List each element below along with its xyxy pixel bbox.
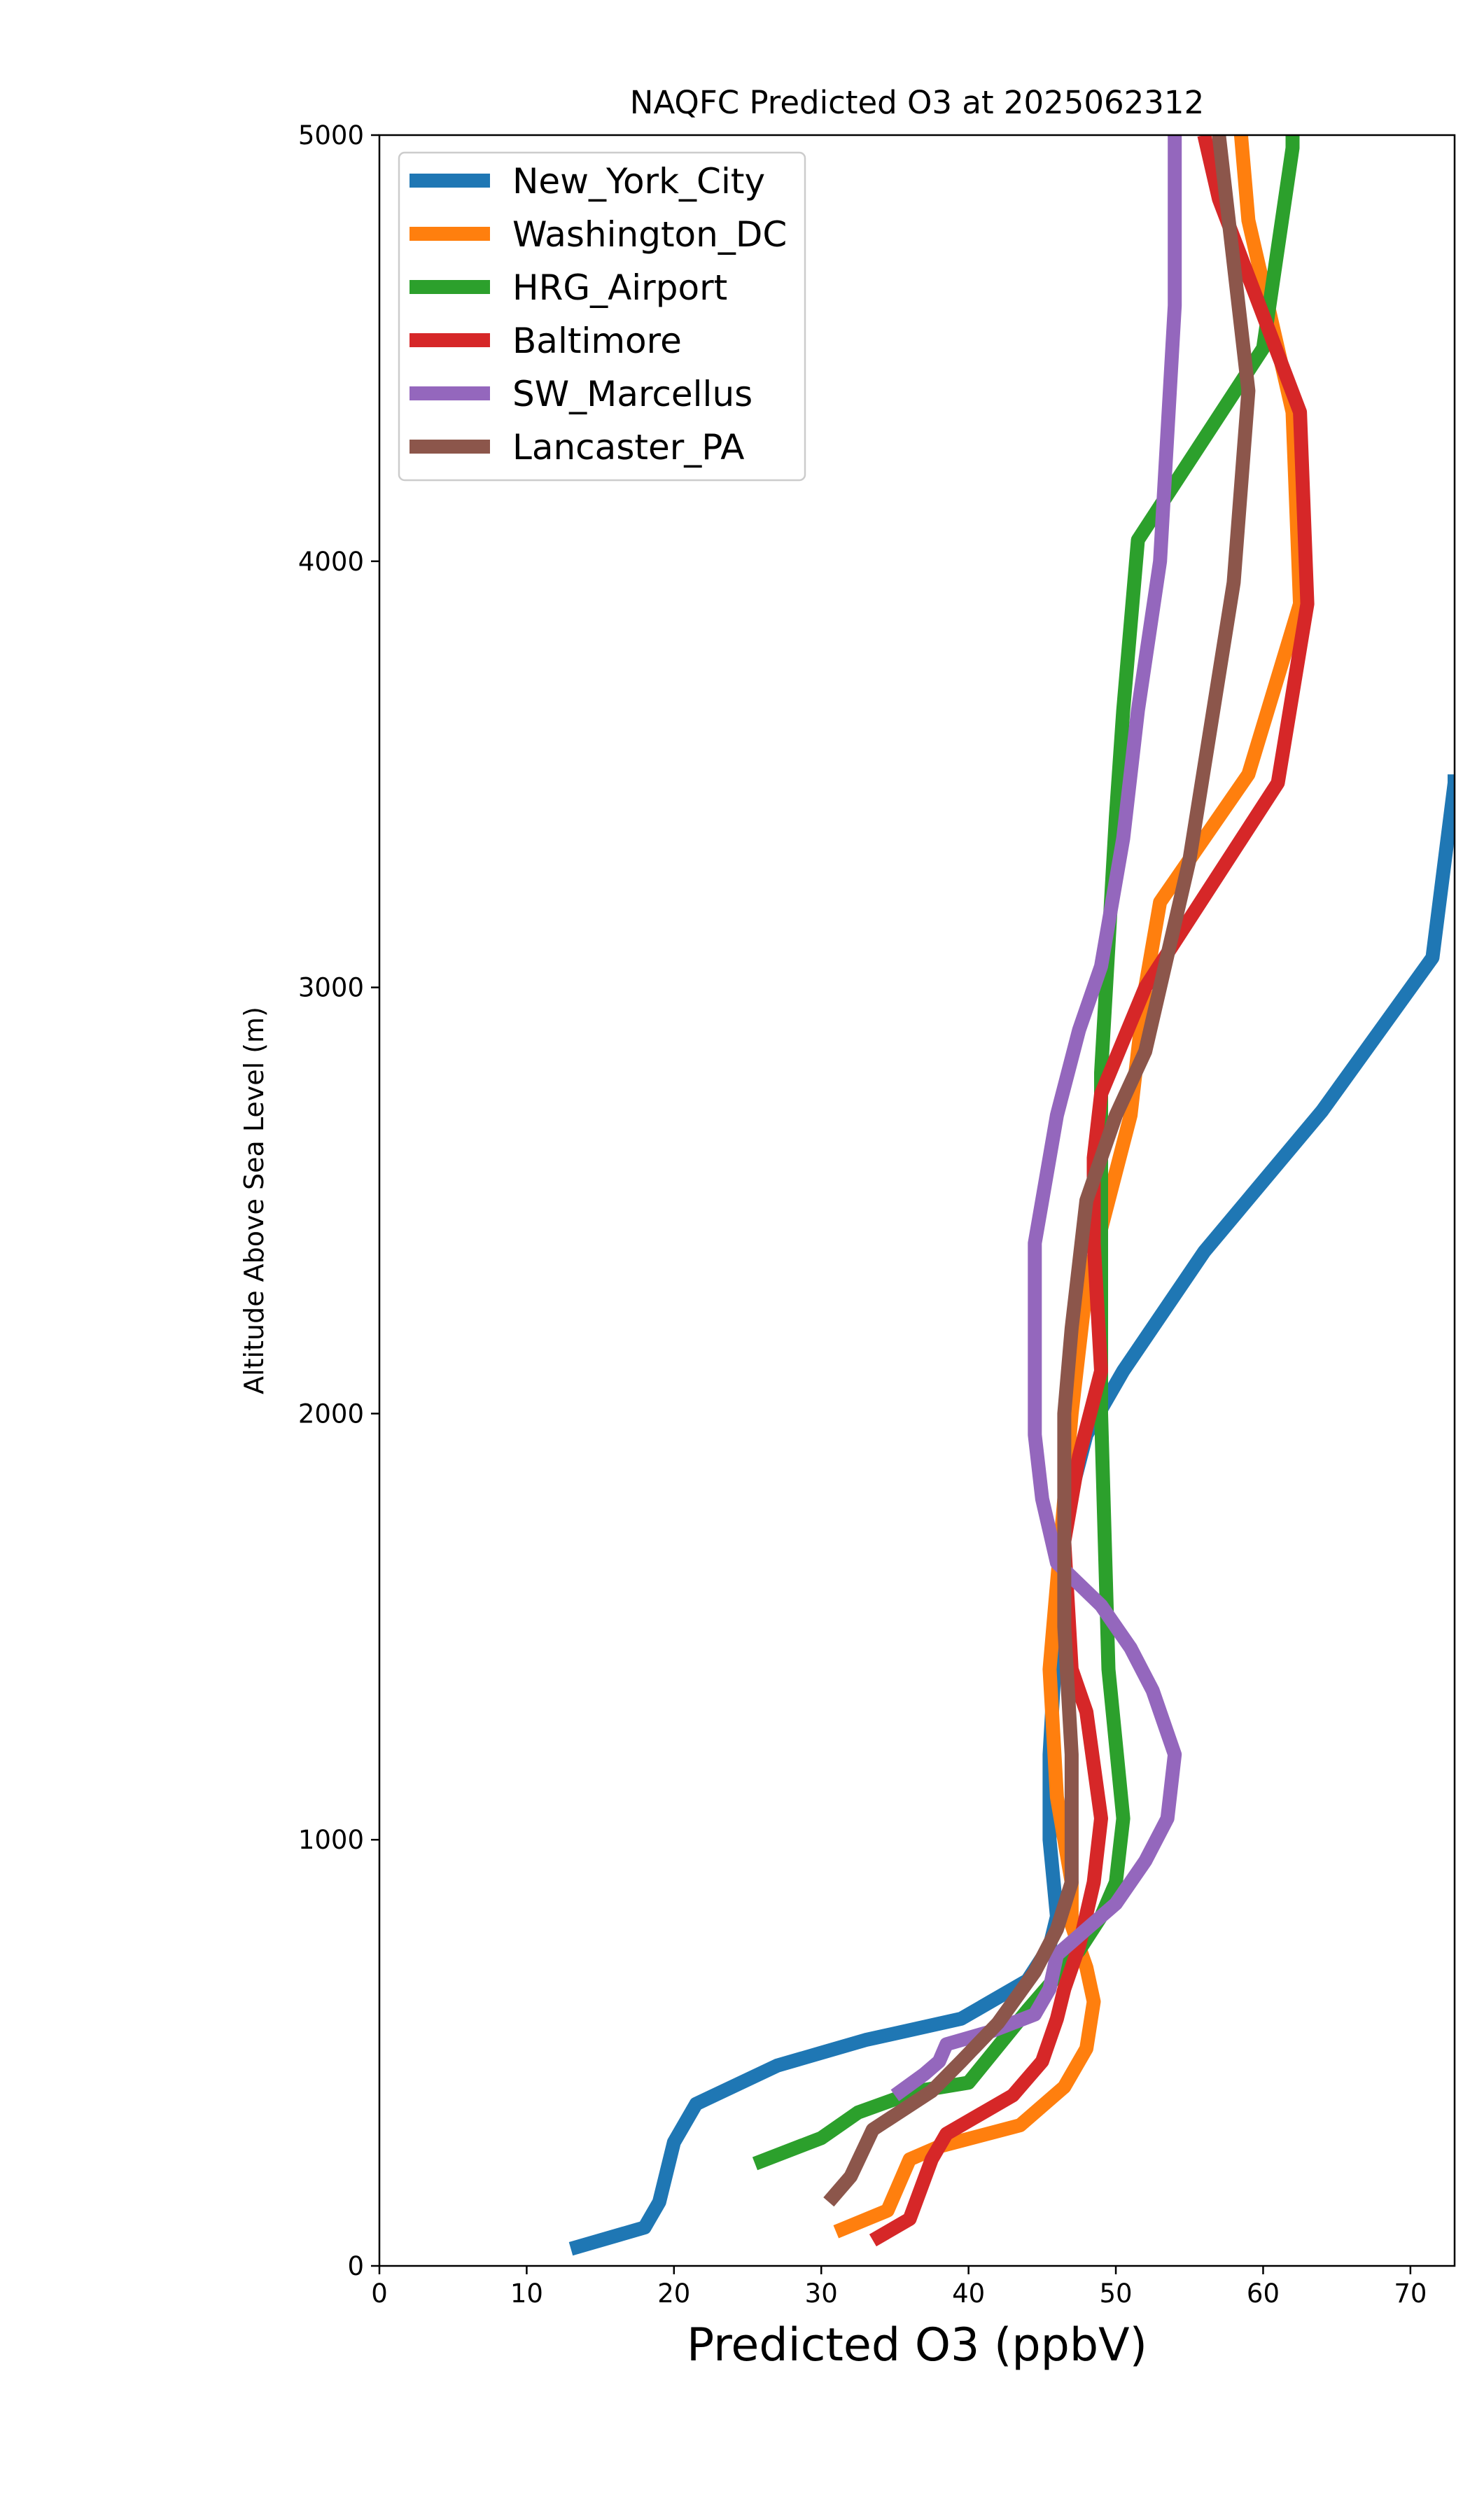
y-tick-label: 1000 (298, 1825, 364, 1855)
x-tick-label: 50 (1100, 2278, 1133, 2309)
series-line-washington-dc (833, 135, 1308, 2239)
legend-label: Washington_DC (512, 214, 787, 255)
y-tick-label: 4000 (298, 547, 364, 577)
x-tick-label: 60 (1247, 2278, 1280, 2309)
y-tick-label: 0 (347, 2251, 364, 2281)
plot-area (568, 135, 1455, 2256)
legend-label: Lancaster_PA (512, 427, 744, 468)
legend-item: HRG_Airport (410, 267, 727, 308)
legend-item: Washington_DC (410, 214, 787, 255)
x-tick-label: 40 (952, 2278, 985, 2309)
y-axis-label: Altitude Above Sea Level (m) (239, 1007, 270, 1394)
x-tick-label: 0 (371, 2278, 388, 2309)
chart-title: NAQFC Predicted O3 at 2025062312 (630, 84, 1204, 121)
legend-label: SW_Marcellus (512, 374, 752, 414)
x-tick-label: 10 (510, 2278, 543, 2309)
series-layer (568, 135, 1455, 2256)
x-axis: 0 10 20 30 40 50 60 70 (371, 2266, 1427, 2309)
y-axis: 0 1000 2000 3000 4000 5000 (298, 120, 379, 2281)
x-tick-label: 20 (657, 2278, 690, 2309)
y-tick-label: 5000 (298, 120, 364, 150)
plot-frame (378, 134, 1456, 2267)
legend-item: Baltimore (410, 321, 682, 361)
legend: New_York_City Washington_DC HRG_Airport Bal… (398, 151, 806, 482)
legend-item: Lancaster_PA (410, 427, 744, 468)
series-line-lancaster-pa (823, 135, 1256, 2207)
legend-box (398, 151, 806, 482)
legend-item: New_York_City (410, 161, 765, 202)
x-tick-label: 30 (805, 2278, 838, 2309)
x-tick-label: 70 (1394, 2278, 1427, 2309)
legend-label: New_York_City (512, 161, 765, 202)
series-line-sw-marcellus (890, 135, 1182, 2101)
y-tick-label: 2000 (298, 1399, 364, 1429)
series-line-new-york-city (568, 774, 1455, 2256)
y-tick-label: 3000 (298, 973, 364, 1003)
legend-label: Baltimore (512, 321, 682, 361)
x-axis-label: Predicted O3 (ppbV) (687, 2319, 1147, 2372)
legend-item: SW_Marcellus (410, 374, 752, 414)
legend-label: HRG_Airport (512, 267, 727, 308)
